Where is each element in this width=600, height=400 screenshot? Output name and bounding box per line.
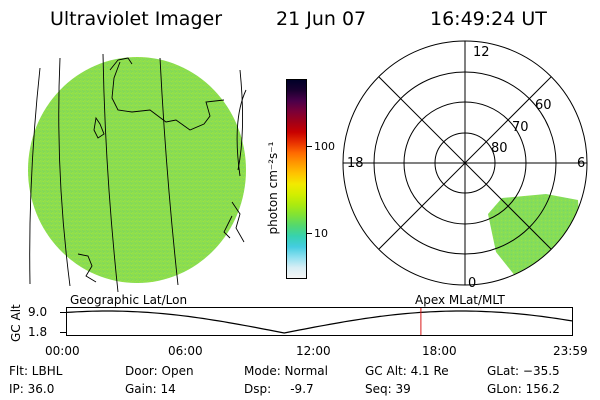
status-dsp: Dsp: -9.7 [244,382,314,396]
colorbar-tick-10 [307,233,312,234]
mlt-label-6: 6 [577,156,586,171]
status-gain: Gain: 14 [125,382,176,396]
apex-label: Apex MLat/MLT [415,293,505,307]
time-tick-0600: 06:00 [168,344,203,358]
colorbar [286,79,307,279]
altitude-ytick-1: 1.8 [28,325,48,339]
mlt-label-0: 0 [468,276,477,291]
altitude-curve [67,308,572,335]
lat-label-70: 70 [512,120,529,135]
auroral-image [488,194,580,282]
altitude-plot-frame [66,307,573,336]
time-label: 16:49:24 UT [430,8,547,30]
status-gcalt: GC Alt: 4.1 Re [365,364,449,378]
geographic-label: Geographic Lat/Lon [70,293,188,307]
status-ip: IP: 36.0 [9,382,55,396]
date-label: 21 Jun 07 [276,8,367,30]
instrument-title: Ultraviolet Imager [50,8,223,30]
status-door: Door: Open [125,364,194,378]
time-tick-2359: 23:59 [553,344,588,358]
colorbar-label-100: 100 [314,140,335,153]
mlt-label-12: 12 [473,45,490,60]
mlt-label-18: 18 [347,156,364,171]
time-tick-1800: 18:00 [422,344,457,358]
status-glat: GLat: −35.5 [487,364,560,378]
time-tick-0000: 00:00 [45,344,80,358]
lon-lines [29,53,247,293]
status-flt: Flt: LBHL [9,364,63,378]
status-mode: Mode: Normal [244,364,328,378]
colorbar-label-10: 10 [314,227,328,240]
altitude-ylabel: GC Alt [9,304,23,342]
lat-label-80: 80 [491,141,508,156]
coastlines [77,57,245,283]
colorbar-tick-100 [307,146,312,147]
ytick-mark-1 [60,332,66,333]
ytick-mark-9 [60,312,66,313]
status-glon: GLon: 156.2 [487,382,560,396]
earth-disk [28,57,246,283]
time-tick-1200: 12:00 [296,344,331,358]
status-seq: Seq: 39 [365,382,411,396]
lat-label-60: 60 [535,98,552,113]
altitude-ytick-9: 9.0 [28,305,48,319]
